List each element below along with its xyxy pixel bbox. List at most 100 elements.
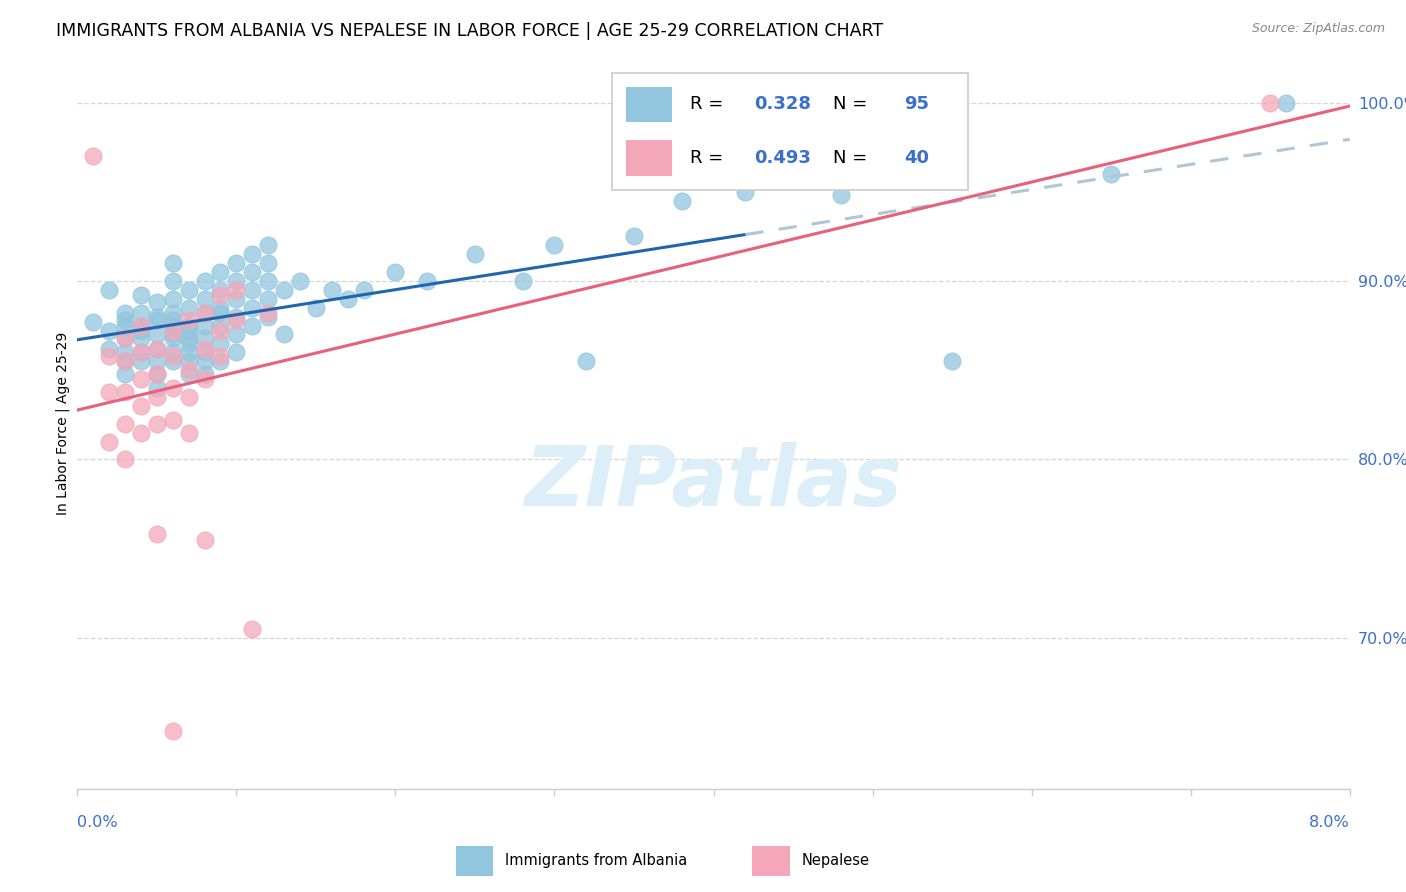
Point bbox=[177, 313, 200, 327]
Point bbox=[98, 342, 121, 356]
Point bbox=[225, 313, 247, 327]
Point bbox=[177, 390, 200, 404]
Point bbox=[209, 288, 232, 302]
Point bbox=[194, 372, 217, 386]
Point bbox=[240, 318, 263, 333]
Point bbox=[671, 194, 693, 208]
Point bbox=[240, 265, 263, 279]
Point bbox=[225, 327, 247, 342]
Point bbox=[257, 238, 280, 252]
Point bbox=[114, 367, 136, 381]
Point bbox=[129, 345, 152, 359]
Point bbox=[177, 318, 200, 333]
Point bbox=[177, 363, 200, 377]
Point bbox=[240, 283, 263, 297]
Point bbox=[98, 324, 121, 338]
Point bbox=[209, 349, 232, 363]
Point bbox=[240, 622, 263, 636]
Point bbox=[129, 324, 152, 338]
Point bbox=[129, 354, 152, 368]
Bar bbox=[456, 847, 492, 876]
Point bbox=[512, 274, 534, 288]
Point bbox=[225, 283, 247, 297]
Point bbox=[177, 331, 200, 345]
Point bbox=[177, 367, 200, 381]
Point bbox=[114, 452, 136, 467]
Point bbox=[194, 367, 217, 381]
Point bbox=[177, 283, 200, 297]
Text: Nepalese: Nepalese bbox=[801, 854, 870, 868]
Point bbox=[240, 301, 263, 315]
Point bbox=[162, 331, 184, 345]
Point bbox=[98, 434, 121, 449]
Point bbox=[194, 306, 217, 320]
Text: Source: ZipAtlas.com: Source: ZipAtlas.com bbox=[1251, 22, 1385, 36]
Text: ZIPatlas: ZIPatlas bbox=[524, 442, 903, 523]
Point bbox=[114, 354, 136, 368]
Point bbox=[623, 229, 645, 244]
Point bbox=[384, 265, 406, 279]
Point bbox=[194, 306, 217, 320]
Point bbox=[98, 283, 121, 297]
Point bbox=[146, 367, 169, 381]
Text: Immigrants from Albania: Immigrants from Albania bbox=[505, 854, 688, 868]
Point bbox=[257, 310, 280, 324]
Point bbox=[257, 274, 280, 288]
Point bbox=[225, 256, 247, 270]
Point bbox=[114, 331, 136, 345]
Point bbox=[209, 301, 232, 315]
Point bbox=[129, 345, 152, 359]
Point bbox=[194, 533, 217, 547]
Point bbox=[162, 274, 184, 288]
Point bbox=[129, 306, 152, 320]
Point bbox=[1099, 167, 1122, 181]
Point bbox=[146, 310, 169, 324]
Point bbox=[162, 327, 184, 342]
Point bbox=[146, 354, 169, 368]
Point bbox=[162, 292, 184, 306]
Point bbox=[240, 247, 263, 261]
Point bbox=[162, 256, 184, 270]
Point bbox=[273, 283, 295, 297]
Point bbox=[146, 313, 169, 327]
Point bbox=[177, 336, 200, 351]
Point bbox=[146, 342, 169, 356]
Point bbox=[225, 345, 247, 359]
Point bbox=[162, 324, 184, 338]
Point bbox=[273, 327, 295, 342]
Bar bbox=[752, 847, 790, 876]
Point bbox=[209, 283, 232, 297]
Point bbox=[162, 306, 184, 320]
Point bbox=[194, 292, 217, 306]
Point bbox=[194, 331, 217, 345]
Point bbox=[114, 313, 136, 327]
Point bbox=[209, 306, 232, 320]
Text: IMMIGRANTS FROM ALBANIA VS NEPALESE IN LABOR FORCE | AGE 25-29 CORRELATION CHART: IMMIGRANTS FROM ALBANIA VS NEPALESE IN L… bbox=[56, 22, 883, 40]
Point bbox=[162, 313, 184, 327]
Point bbox=[209, 265, 232, 279]
Point bbox=[114, 306, 136, 320]
Point bbox=[129, 425, 152, 440]
Point bbox=[416, 274, 439, 288]
Point bbox=[162, 318, 184, 333]
Point bbox=[464, 247, 486, 261]
Point bbox=[129, 318, 152, 333]
Point bbox=[209, 354, 232, 368]
Point bbox=[162, 723, 184, 738]
Point bbox=[114, 417, 136, 431]
Text: 8.0%: 8.0% bbox=[1309, 815, 1350, 830]
Point bbox=[734, 185, 756, 199]
Point bbox=[177, 301, 200, 315]
Point bbox=[114, 384, 136, 399]
Point bbox=[177, 345, 200, 359]
Point bbox=[162, 413, 184, 427]
Point bbox=[162, 345, 184, 359]
Point bbox=[146, 367, 169, 381]
Point bbox=[209, 336, 232, 351]
Point bbox=[225, 274, 247, 288]
Point bbox=[543, 238, 565, 252]
Point bbox=[257, 292, 280, 306]
Point bbox=[830, 188, 852, 202]
Point bbox=[336, 292, 359, 306]
Point bbox=[288, 274, 311, 288]
